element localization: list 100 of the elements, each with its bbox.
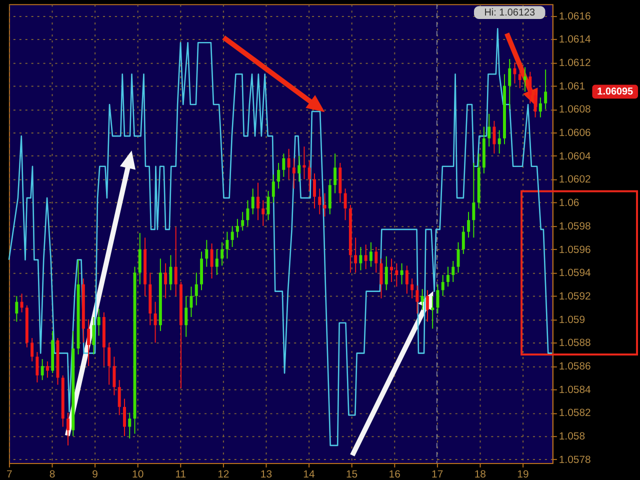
candlestick: [128, 412, 132, 439]
y-tick-label: 1.0616: [558, 11, 591, 22]
candlestick: [108, 342, 111, 386]
candlestick: [374, 246, 378, 274]
candlestick: [241, 211, 244, 232]
candlestick: [400, 262, 404, 285]
y-tick-label: 1.0602: [558, 174, 591, 186]
candlestick: [66, 412, 70, 446]
candlestick: [112, 356, 116, 396]
y-tick-label: 1.0582: [558, 408, 591, 420]
y-tick-label: 1.0598: [558, 221, 591, 232]
candlestick: [277, 162, 280, 190]
candlestick: [184, 295, 188, 338]
candlestick: [308, 160, 311, 192]
candlestick: [246, 200, 250, 226]
candlestick: [30, 338, 34, 362]
y-tick-label: 1.0592: [558, 291, 591, 302]
candlestick: [534, 91, 537, 118]
x-tick-label: 13: [260, 469, 272, 480]
candlestick: [323, 192, 326, 218]
candlestick: [528, 71, 532, 104]
candlestick: [467, 211, 470, 238]
candlestick: [410, 278, 414, 299]
candlestick: [87, 318, 90, 367]
candlestick: [472, 162, 476, 238]
y-tick-label: 1.058: [558, 432, 586, 443]
candlestick: [524, 66, 527, 92]
y-tick-label: 1.0612: [558, 58, 591, 69]
candlestick: [441, 274, 444, 296]
x-tick-label: 18: [474, 469, 486, 480]
candlestick: [436, 284, 440, 314]
candlestick: [226, 231, 229, 260]
candlestick: [334, 153, 337, 194]
candlestick: [236, 218, 239, 238]
candlestick: [20, 293, 24, 313]
candlestick: [390, 258, 394, 282]
candlestick: [164, 262, 168, 299]
line-series: [8, 28, 553, 446]
x-tick-label: 15: [346, 469, 358, 480]
annotation: Hi: 1.06123: [484, 8, 536, 19]
candlestick: [40, 358, 44, 381]
y-tick-label: 1.0614: [558, 34, 591, 46]
candlestick: [92, 316, 96, 355]
candlestick: [15, 295, 18, 322]
candlestick: [420, 288, 424, 311]
candlestick: [518, 64, 522, 89]
y-tick-label: 1.0578: [558, 454, 591, 466]
candlestick: [395, 262, 398, 288]
candlestick: [498, 130, 501, 154]
y-tick-label: 1.0594: [558, 268, 591, 280]
candlestick: [369, 242, 372, 268]
candlestick: [462, 225, 465, 254]
x-tick-label: 19: [517, 469, 529, 480]
candlestick: [215, 248, 218, 276]
candlestick: [328, 178, 332, 215]
candlestick: [302, 146, 306, 180]
candlestick: [544, 68, 548, 110]
candlestick: [431, 295, 434, 330]
candlestick: [138, 232, 142, 285]
candlestick: [452, 260, 455, 282]
candlestick: [36, 352, 39, 383]
candlestick: [456, 242, 460, 274]
y-tick-label: 1.0586: [558, 362, 591, 373]
y-tick-label: 1.0608: [558, 104, 591, 116]
y-tick-label: 1.0596: [558, 244, 591, 256]
x-tick-label: 14: [303, 469, 315, 480]
candlestick: [174, 226, 178, 296]
y-tick-label: 1.061: [558, 81, 586, 92]
candlestick: [210, 242, 214, 279]
x-tick-label: 12: [218, 469, 230, 480]
candlestick: [488, 113, 491, 148]
candlestick: [318, 188, 322, 215]
candlestick: [287, 148, 290, 180]
y-tick-label: 1.0588: [558, 338, 591, 350]
candlestick: [46, 360, 49, 378]
x-tick-label: 16: [388, 469, 401, 480]
candlestick: [298, 155, 301, 182]
y-tick-label: 1.06: [558, 198, 580, 210]
x-tick-label: 8: [49, 469, 56, 480]
x-tick-label: 10: [132, 469, 144, 480]
candlestick: [118, 380, 121, 416]
candlestick: [220, 242, 224, 266]
candlestick: [262, 200, 265, 226]
candlestick: [508, 58, 512, 110]
candlestick: [446, 266, 450, 288]
x-tick-label: 9: [92, 469, 98, 480]
x-tick-label: 7: [6, 469, 13, 480]
candlestick: [205, 239, 208, 268]
candlestick: [230, 225, 234, 248]
y-tick-label: 1.0604: [558, 151, 591, 162]
candlestick: [492, 120, 496, 154]
candlestick: [266, 190, 270, 221]
candlestick: [354, 237, 358, 274]
candlestick: [256, 182, 260, 221]
candlestick: [282, 153, 286, 178]
y-tick-label: 1.0584: [558, 384, 591, 396]
candlestick: [251, 188, 254, 215]
y-tick-label: 1.0606: [558, 128, 591, 140]
candlestick: [169, 254, 172, 291]
candlestick: [344, 188, 347, 221]
